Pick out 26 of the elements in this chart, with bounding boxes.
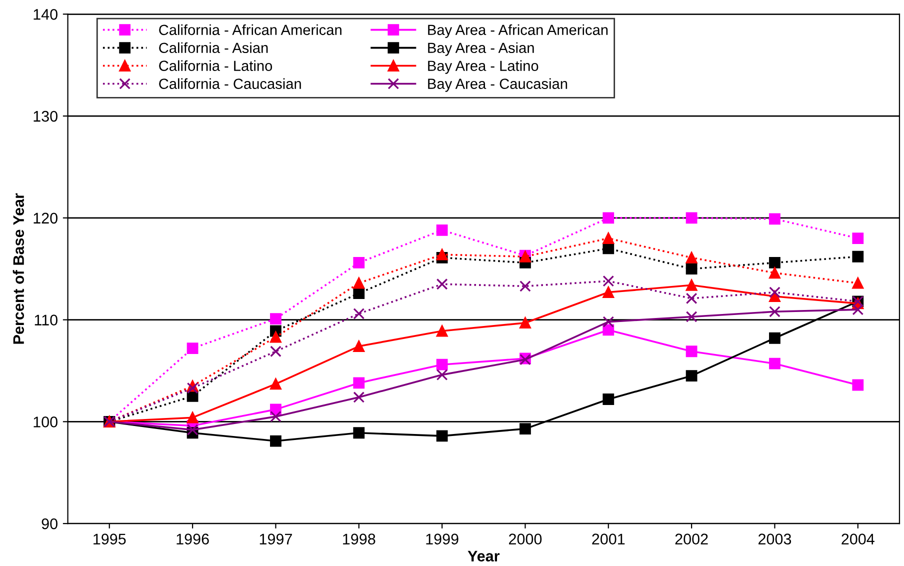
x-tick-label: 2001	[592, 534, 625, 544]
y-tick-label: 100	[34, 416, 58, 428]
legend-label: California - African American	[159, 24, 342, 36]
legend-label: Bay Area - Latino	[428, 60, 538, 74]
y-tick-label: 120	[34, 212, 58, 224]
x-tick-label: 1995	[94, 534, 126, 544]
y-tick-label: 110	[34, 314, 58, 326]
x-tick-label: 2000	[509, 534, 542, 544]
legend-label: Bay Area - Caucasian	[428, 78, 568, 92]
x-tick-label: 1997	[260, 534, 292, 544]
x-tick-label: 2003	[758, 534, 792, 544]
x-tick-label: 1999	[426, 534, 458, 544]
y-tick-label: 140	[34, 9, 58, 20]
y-tick-label: 90	[42, 518, 58, 530]
y-tick-label: 130	[34, 110, 58, 122]
legend-label: Bay Area - Asian	[428, 42, 534, 56]
x-axis-title: Year	[468, 550, 500, 562]
y-axis-title: Percent of Base Year	[12, 193, 24, 344]
x-tick-label: 2004	[842, 534, 874, 544]
x-tick-label: 2002	[675, 534, 708, 544]
legend-label: California - Asian	[159, 42, 268, 54]
legend-label: California - Caucasian	[159, 78, 301, 89]
x-tick-label: 1996	[176, 534, 209, 544]
x-tick-label: 1998	[343, 534, 376, 544]
legend-label: California - Latino	[159, 60, 272, 72]
legend-label: Bay Area - African American	[428, 24, 608, 38]
